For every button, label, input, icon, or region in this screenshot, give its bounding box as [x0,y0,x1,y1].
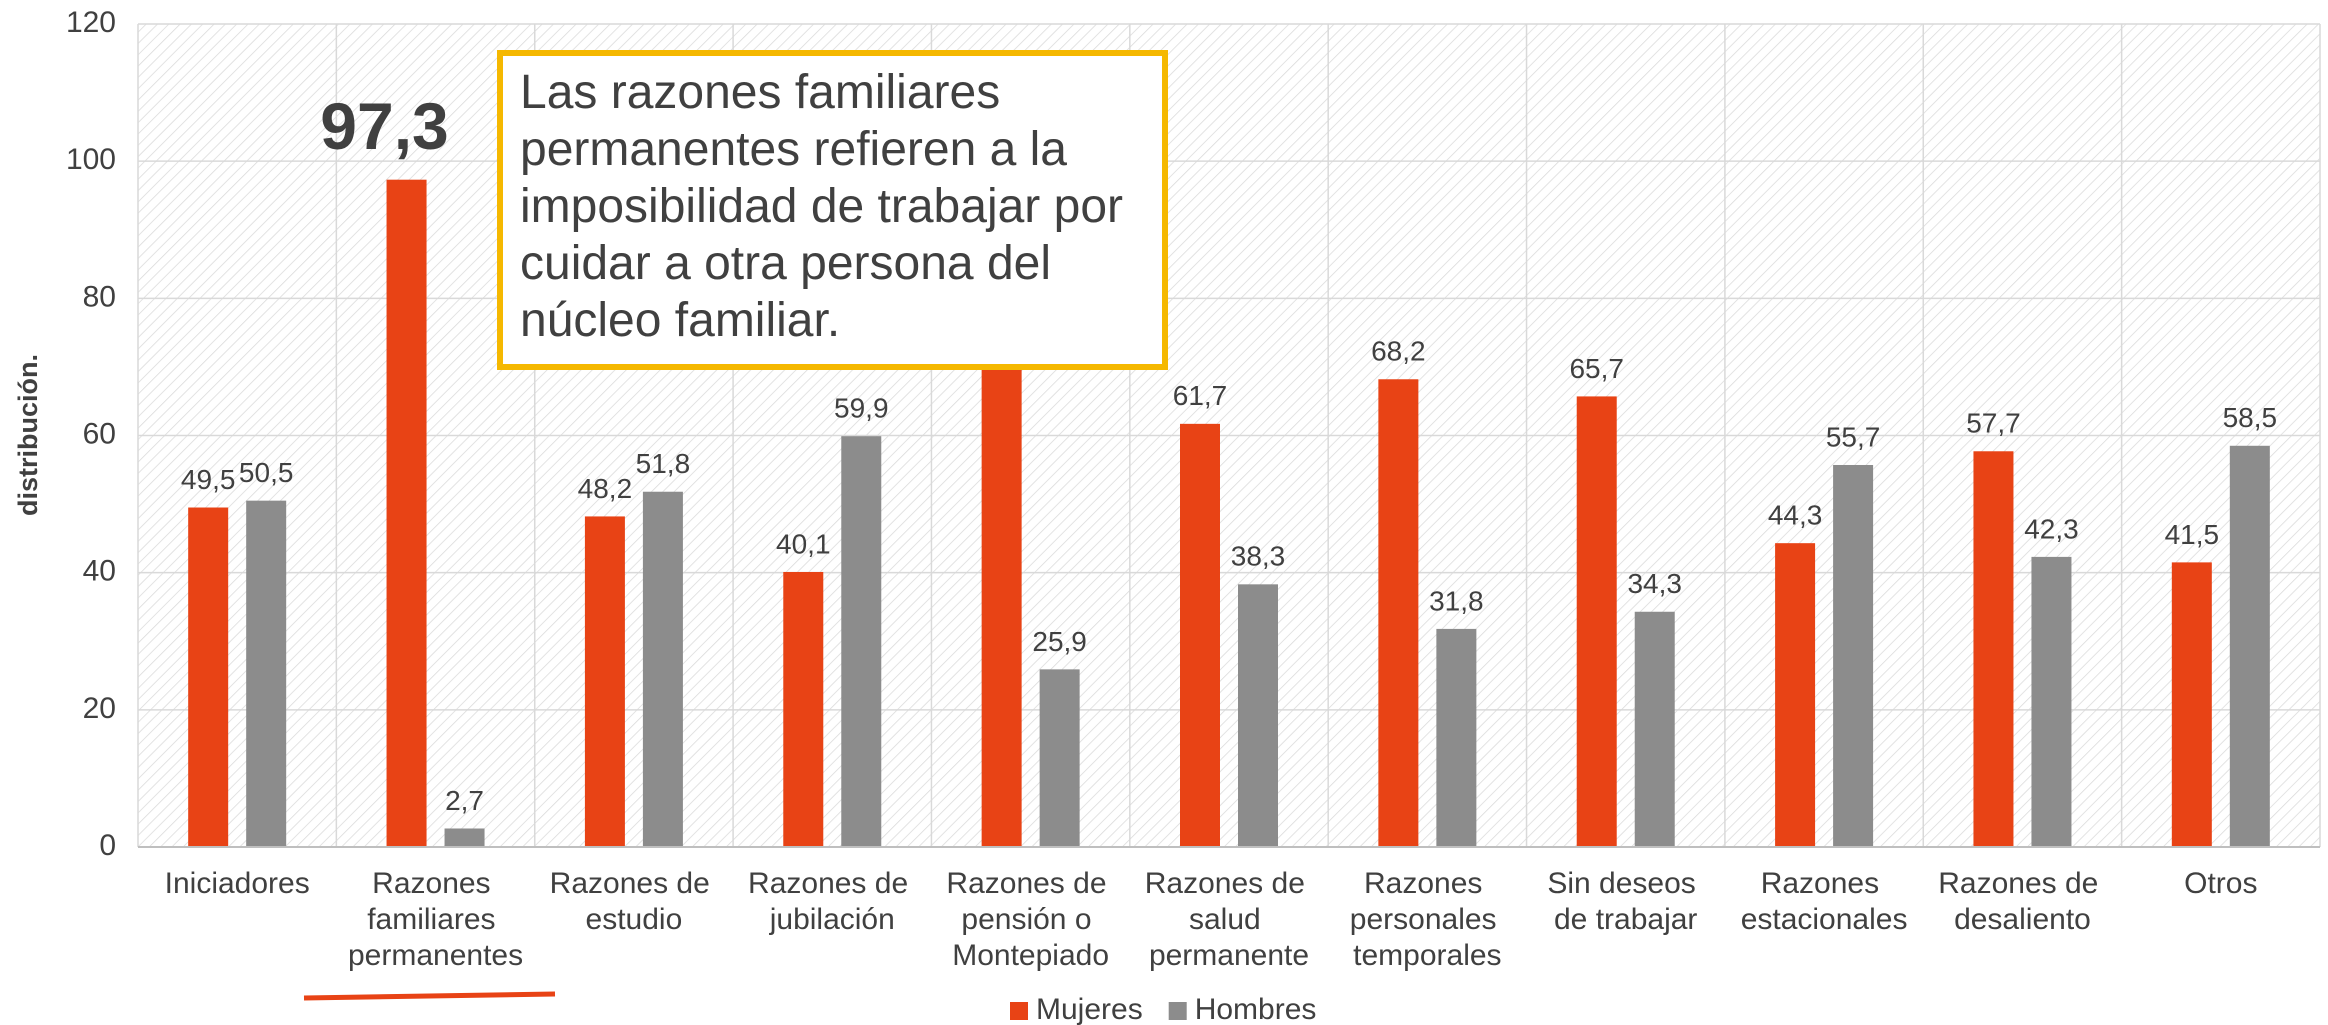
bar [841,436,882,847]
value-label: 31,8 [1429,585,1484,616]
bar [1378,379,1419,847]
bar [1634,611,1675,847]
x-tick-label: Iniciadores [165,867,310,900]
x-tick-label: Razones de salud permanente [1145,867,1313,972]
bar [642,491,683,847]
x-tick-label: Razones estacionales [1741,867,1908,936]
value-label: 41,5 [2165,519,2220,550]
bar [584,516,625,847]
value-label: 25,9 [1032,626,1087,657]
x-tick-label: Razones personales temporales [1350,867,1505,972]
value-label: 58,5 [2223,402,2278,433]
y-tick-label: 60 [83,417,116,450]
bar [246,500,287,847]
value-label: 2,7 [445,785,484,816]
legend-label: Hombres [1195,993,1317,1025]
y-tick-label: 80 [83,280,116,313]
bar [1833,464,1874,847]
annotation-box [497,50,1168,370]
x-tick-label: Razones de desaliento [1938,867,2106,936]
bar [1973,451,2014,847]
bar [783,571,824,847]
bar [386,179,427,847]
bar [2171,562,2212,847]
value-label: 51,8 [636,448,691,479]
value-label: 49,5 [181,464,236,495]
legend-swatch [1010,1002,1028,1020]
annotation-text: Las razones familiares permanentes refie… [520,66,1136,347]
bar [1775,543,1816,847]
x-tick-label: Otros [2184,867,2257,900]
bar [2031,556,2072,847]
bar [1180,423,1220,847]
value-label: 44,3 [1768,500,1823,531]
value-label: 50,5 [239,457,294,488]
y-tick-label: 40 [83,555,116,588]
bar [1039,669,1080,847]
value-label: 65,7 [1569,353,1624,384]
value-label: 61,7 [1173,380,1228,411]
bar [1238,584,1278,847]
value-label: 68,2 [1371,336,1426,367]
value-label: 42,3 [2024,513,2079,544]
legend-swatch [1168,1002,1187,1020]
bar [188,507,229,847]
y-axis-label: distribución. [13,354,43,516]
bar [981,338,1022,847]
bar [1436,628,1477,847]
x-tick-label: Sin deseos de trabajar [1547,867,1704,936]
legend-label: Mujeres [1036,993,1143,1025]
value-label: 48,2 [578,473,633,504]
x-tick-label: Razones de estudio [550,867,718,936]
x-tick-label: Razones de jubilación [748,867,916,936]
value-label: 59,9 [834,393,889,424]
value-label: 57,7 [1966,408,2021,439]
value-label-highlight: 97,3 [320,89,448,163]
bar [1576,396,1617,847]
value-label: 40,1 [776,528,831,559]
y-tick-label: 100 [66,143,116,176]
bar [2229,445,2270,847]
x-tick-label: Razones de pensión o Montepiado [946,867,1114,972]
bar [444,828,485,847]
y-tick-label: 20 [83,692,116,725]
y-tick-label: 120 [66,6,116,39]
value-label: 34,3 [1627,568,1682,599]
highlight-underline [303,991,556,1001]
x-tick-label: Razones familiares permanentes [348,867,523,972]
y-tick-label: 0 [99,829,116,862]
value-label: 55,7 [1826,421,1881,452]
value-label: 38,3 [1231,541,1286,572]
